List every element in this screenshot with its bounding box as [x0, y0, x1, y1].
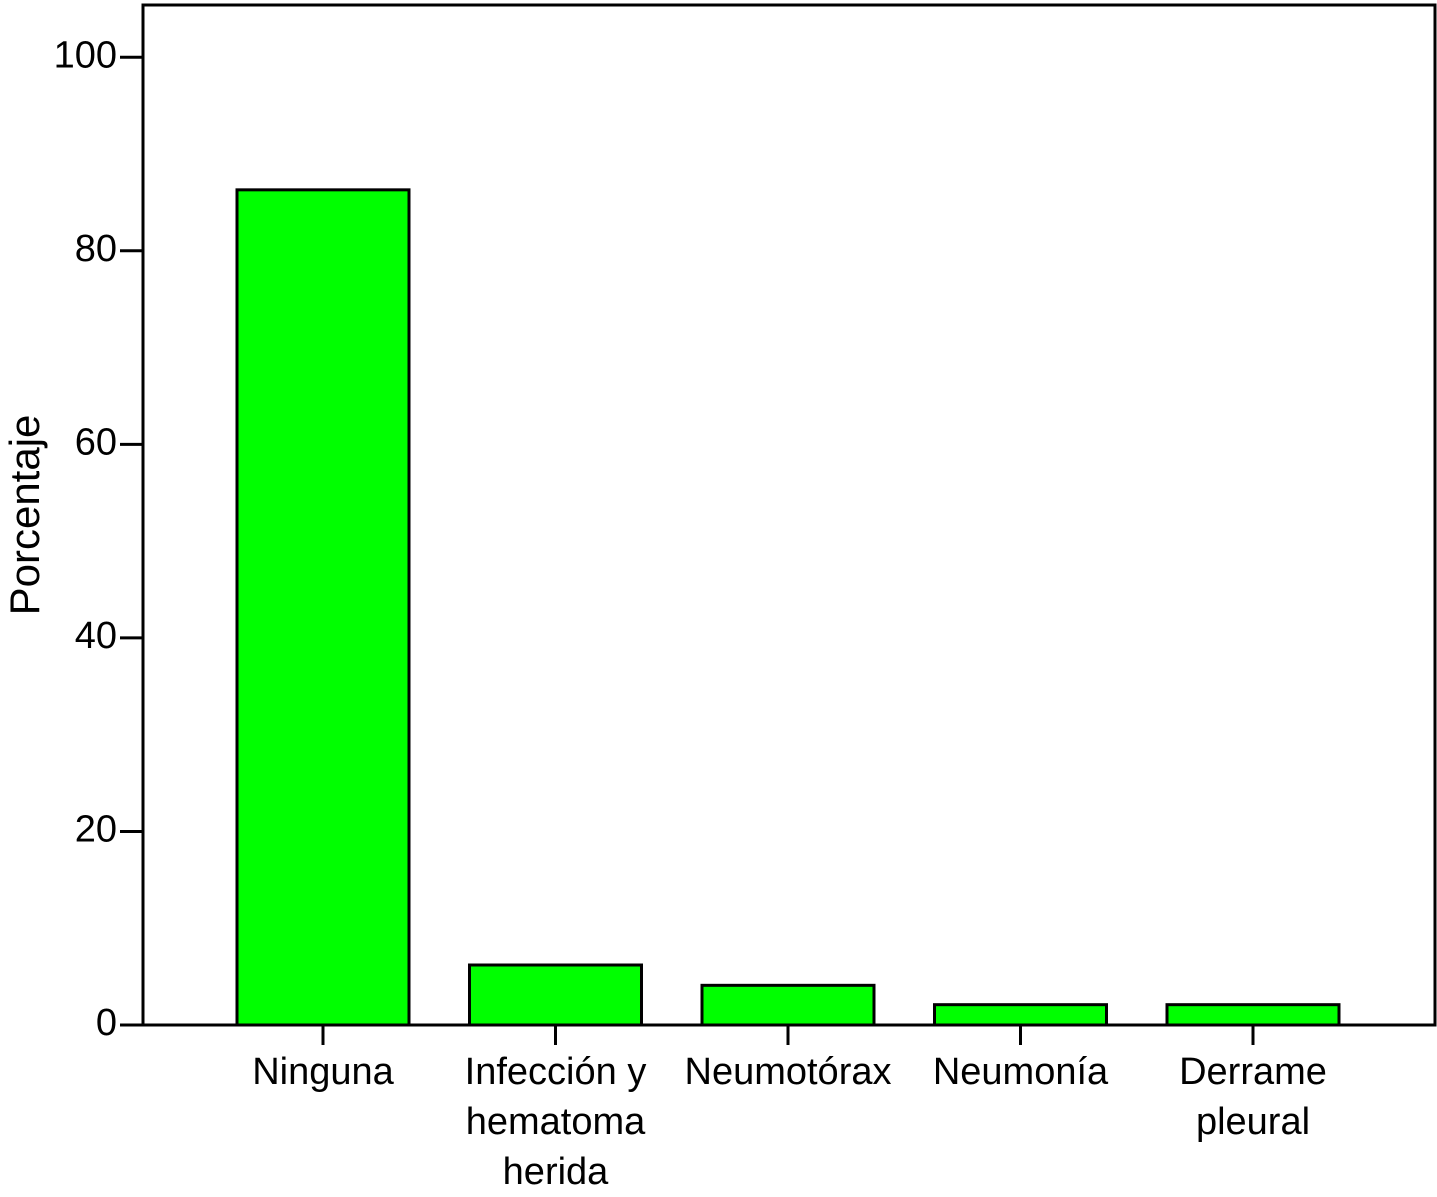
- bar: [700, 983, 876, 1027]
- bar: [1165, 1003, 1341, 1027]
- x-tick-label: Neumotórax: [684, 1051, 892, 1093]
- y-tick-label: 60: [75, 421, 117, 463]
- y-tick-label: 40: [75, 615, 117, 657]
- x-tick-label: Neumonía: [932, 1051, 1109, 1093]
- x-tick-label: Derrame pleural: [1179, 1051, 1327, 1143]
- y-tick-label: 0: [96, 1002, 117, 1044]
- x-tick-label: Infección y hematoma herida: [464, 1051, 647, 1193]
- y-tick-label: 100: [54, 34, 117, 76]
- y-axis-label: Porcentaje: [1, 415, 48, 616]
- bar: [933, 1003, 1108, 1027]
- bar: [235, 188, 411, 1027]
- x-tick-label: Ninguna: [252, 1051, 394, 1093]
- y-tick-label: 20: [75, 808, 117, 850]
- y-tick-label: 80: [75, 228, 117, 270]
- bar: [468, 963, 643, 1027]
